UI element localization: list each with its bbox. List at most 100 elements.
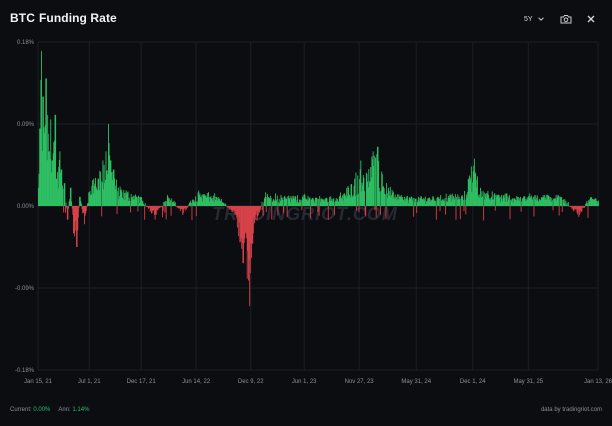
funding-bar bbox=[243, 206, 245, 244]
funding-bar bbox=[454, 199, 456, 206]
funding-bar bbox=[111, 171, 113, 206]
funding-bar bbox=[66, 206, 68, 220]
funding-bar bbox=[549, 200, 551, 206]
funding-bar bbox=[512, 202, 514, 206]
funding-bar bbox=[545, 194, 547, 206]
funding-bar bbox=[491, 191, 493, 206]
funding-bar bbox=[285, 197, 287, 206]
funding-bar bbox=[121, 192, 123, 206]
funding-bar bbox=[207, 196, 209, 206]
funding-bar bbox=[248, 206, 250, 260]
funding-bar bbox=[526, 200, 528, 206]
funding-bar bbox=[563, 199, 564, 206]
funding-bar bbox=[94, 183, 96, 206]
funding-bar bbox=[557, 194, 559, 206]
funding-bar bbox=[500, 194, 502, 206]
funding-bar bbox=[493, 194, 495, 206]
funding-bar bbox=[542, 195, 544, 206]
funding-bar bbox=[333, 198, 335, 206]
funding-bar bbox=[332, 199, 334, 206]
funding-bar bbox=[87, 202, 89, 206]
funding-bar bbox=[533, 206, 535, 217]
funding-bar bbox=[133, 199, 135, 206]
funding-bar bbox=[289, 198, 291, 206]
funding-bar bbox=[311, 199, 313, 206]
funding-bar bbox=[298, 202, 300, 206]
funding-bar bbox=[463, 206, 465, 212]
funding-bar bbox=[479, 197, 481, 206]
funding-bar bbox=[547, 194, 548, 206]
funding-bar bbox=[176, 206, 178, 207]
funding-bar bbox=[135, 196, 137, 206]
funding-bar bbox=[77, 206, 79, 218]
funding-bar bbox=[96, 190, 98, 206]
funding-bar bbox=[573, 206, 575, 212]
funding-bar bbox=[267, 198, 269, 206]
funding-bar bbox=[151, 206, 153, 213]
funding-bar bbox=[517, 200, 519, 206]
camera-button[interactable] bbox=[558, 11, 574, 27]
funding-bar bbox=[585, 203, 587, 206]
funding-bar bbox=[528, 196, 529, 206]
funding-bar bbox=[278, 202, 279, 206]
funding-bar bbox=[330, 200, 332, 206]
period-select[interactable]: 5Y bbox=[524, 12, 550, 26]
x-tick-label: Dec 9, 22 bbox=[238, 379, 264, 385]
funding-bar bbox=[43, 127, 45, 206]
funding-bar bbox=[507, 201, 509, 206]
funding-bar bbox=[564, 199, 566, 206]
funding-bar bbox=[85, 206, 87, 214]
close-button[interactable] bbox=[583, 11, 599, 27]
funding-bar bbox=[281, 197, 283, 206]
funding-bar bbox=[582, 206, 584, 208]
funding-bar bbox=[351, 183, 353, 206]
funding-bar bbox=[129, 201, 131, 206]
funding-bar bbox=[378, 187, 380, 206]
funding-bar bbox=[171, 201, 173, 206]
funding-bar bbox=[386, 183, 388, 206]
funding-bar bbox=[426, 201, 428, 206]
funding-bar bbox=[203, 194, 205, 206]
funding-bar bbox=[66, 206, 68, 209]
funding-bar bbox=[245, 206, 247, 234]
funding-bar bbox=[162, 206, 164, 212]
funding-bar bbox=[458, 198, 459, 206]
funding-bar bbox=[164, 206, 166, 213]
funding-bar bbox=[585, 204, 587, 206]
funding-bar bbox=[49, 158, 51, 206]
funding-bar bbox=[88, 192, 90, 206]
funding-bar bbox=[112, 169, 114, 206]
funding-bar bbox=[190, 202, 192, 206]
funding-bar bbox=[255, 206, 257, 215]
funding-bar bbox=[432, 196, 434, 206]
funding-bar bbox=[537, 201, 539, 206]
funding-bar bbox=[528, 197, 530, 206]
funding-bar bbox=[496, 194, 498, 206]
funding-bar bbox=[509, 206, 511, 220]
funding-bar bbox=[360, 160, 362, 206]
funding-bar bbox=[221, 203, 223, 206]
funding-bar bbox=[204, 195, 206, 206]
funding-bar bbox=[176, 206, 178, 208]
funding-bar bbox=[556, 197, 558, 206]
funding-bar bbox=[520, 206, 522, 212]
funding-bar bbox=[432, 196, 434, 206]
funding-bar bbox=[572, 206, 574, 211]
funding-bar bbox=[126, 194, 128, 206]
funding-bar bbox=[467, 178, 469, 206]
funding-bar bbox=[64, 183, 66, 206]
funding-bar bbox=[410, 198, 412, 206]
funding-bar bbox=[158, 206, 160, 209]
funding-bar bbox=[249, 206, 251, 274]
funding-bar bbox=[419, 201, 421, 206]
funding-bar bbox=[230, 206, 232, 208]
funding-bar bbox=[348, 194, 350, 206]
funding-bar bbox=[265, 206, 267, 213]
funding-bar bbox=[224, 204, 225, 206]
funding-bar bbox=[165, 206, 167, 220]
y-tick-label: 0.00% bbox=[17, 204, 35, 210]
funding-bar bbox=[70, 187, 72, 206]
funding-bar bbox=[314, 200, 316, 206]
funding-bar bbox=[485, 197, 487, 206]
funding-bar bbox=[461, 196, 462, 206]
